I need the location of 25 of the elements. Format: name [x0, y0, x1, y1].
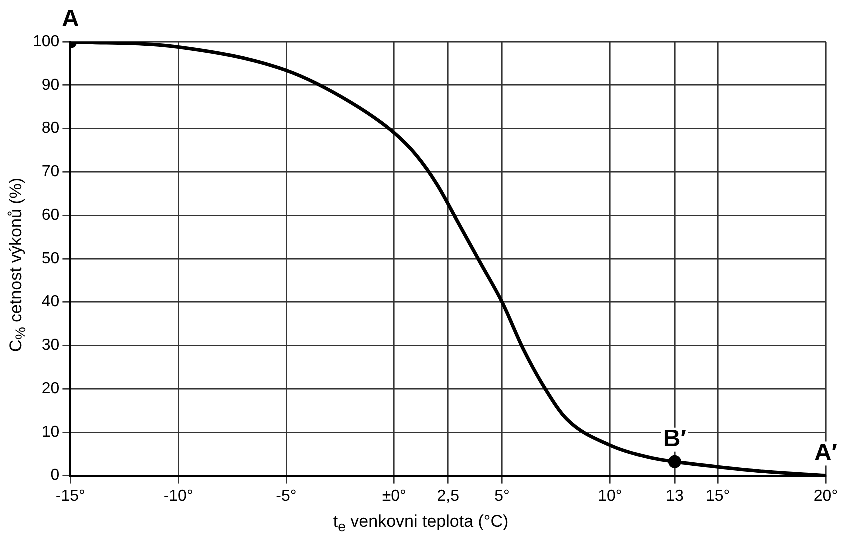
- x-axis-title: t$_{e}$ venkovni teplota (°C): [332, 512, 510, 536]
- y-tick-label: 20: [42, 380, 60, 398]
- annotation: B′: [663, 426, 687, 453]
- x-tick-label: 15°: [706, 488, 730, 505]
- y-tick-label: 80: [42, 120, 60, 138]
- x-tick-label: 2,5: [437, 488, 460, 505]
- y-tick-label: 90: [42, 76, 60, 94]
- y-tick-label: 50: [42, 250, 60, 268]
- y-tick-label: 70: [42, 164, 60, 181]
- y-tick-label: 10: [42, 424, 60, 441]
- x-tick-label: 5°: [494, 488, 510, 505]
- x-tick-label: -15°: [56, 488, 86, 505]
- x-tick-label: 20°: [814, 488, 838, 505]
- y-tick-label: 30: [42, 337, 60, 354]
- x-tick-label: 13: [666, 488, 684, 505]
- x-tick-label: -10°: [164, 488, 194, 505]
- x-tick-label: ±0°: [382, 488, 406, 505]
- y-tick-label: 60: [42, 206, 60, 224]
- y-tick-label: 40: [42, 294, 60, 311]
- x-tick-label: -5°: [276, 488, 297, 505]
- y-tick-label: 0: [50, 467, 60, 484]
- y-tick-label: 100: [32, 33, 60, 50]
- x-tick-label: 10°: [598, 488, 622, 505]
- annotation: A: [62, 6, 80, 33]
- annotation: A′: [814, 439, 838, 466]
